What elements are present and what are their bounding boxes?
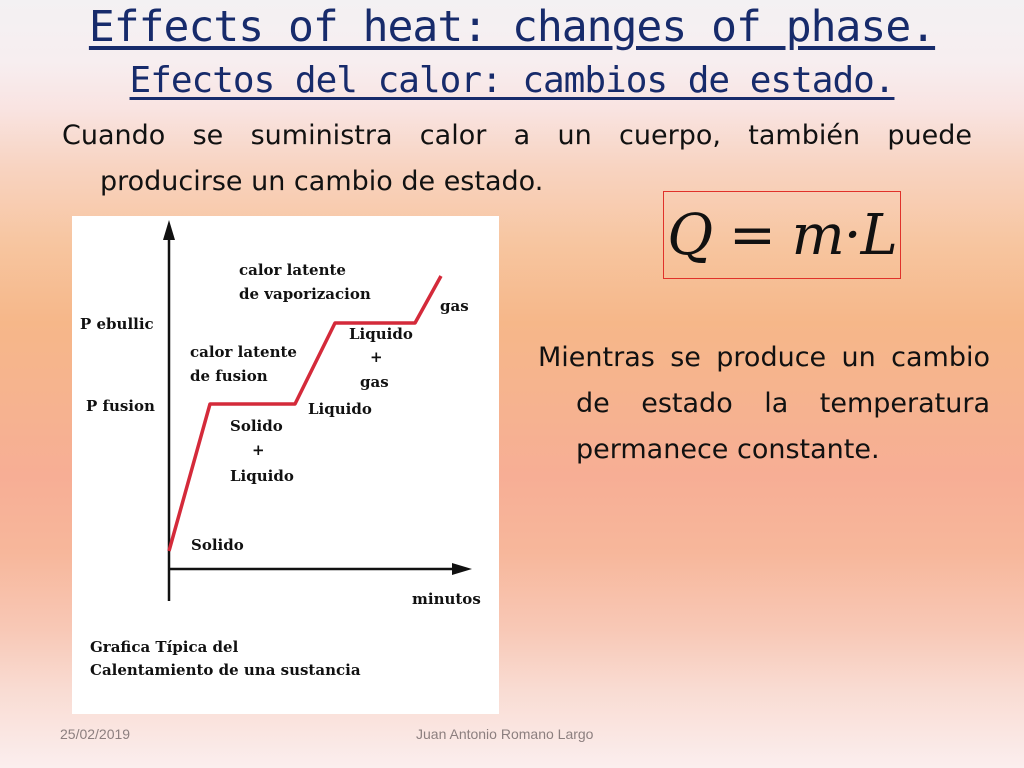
slide-title-english: Effects of heat: changes of phase. bbox=[88, 2, 936, 52]
label-liq-gas-2: + bbox=[370, 348, 383, 366]
x-axis-arrow bbox=[452, 563, 472, 575]
slide-title-spanish: Efectos del calor: cambios de estado. bbox=[129, 60, 896, 101]
label-liq-gas-3: gas bbox=[360, 373, 389, 391]
label-sol-liq-3: Liquido bbox=[230, 467, 294, 485]
intro-paragraph: Cuando se suministra calor a un cuerpo, … bbox=[62, 120, 972, 197]
label-latent-vap-2: de vaporizacion bbox=[239, 285, 371, 303]
heating-curve-svg: P ebullic P fusion minutos calor latente… bbox=[80, 220, 481, 608]
label-liq-gas-1: Liquido bbox=[349, 325, 413, 343]
label-latent-fus-1: calor latente bbox=[190, 343, 297, 361]
latent-heat-formula: Q = m·L bbox=[667, 202, 898, 268]
label-sol-liq-1: Solido bbox=[230, 417, 283, 435]
label-liquido: Liquido bbox=[308, 400, 372, 418]
graph-caption: Grafica Típica del Calentamiento de una … bbox=[90, 636, 361, 682]
heating-curve-figure: P ebullic P fusion minutos calor latente… bbox=[72, 216, 499, 714]
graph-caption-line-1: Grafica Típica del bbox=[90, 638, 239, 656]
label-latent-vap-1: calor latente bbox=[239, 261, 346, 279]
label-solido: Solido bbox=[191, 536, 244, 554]
note-paragraph: Mientras se produce un cambio de estado … bbox=[538, 342, 990, 465]
y-axis-arrow bbox=[163, 220, 175, 240]
label-gas: gas bbox=[440, 297, 469, 315]
heating-curve-line bbox=[167, 275, 443, 552]
footer-date: 25/02/2019 bbox=[60, 726, 131, 742]
formula-box: Q = m·L bbox=[663, 191, 901, 279]
label-p-ebullic: P ebullic bbox=[80, 315, 154, 333]
label-minutos: minutos bbox=[412, 590, 481, 608]
label-p-fusion: P fusion bbox=[86, 397, 155, 415]
label-sol-liq-2: + bbox=[252, 441, 265, 459]
label-latent-fus-2: de fusion bbox=[190, 367, 268, 385]
graph-caption-line-2: Calentamiento de una sustancia bbox=[90, 661, 361, 679]
footer-author: Juan Antonio Romano Largo bbox=[416, 726, 594, 742]
